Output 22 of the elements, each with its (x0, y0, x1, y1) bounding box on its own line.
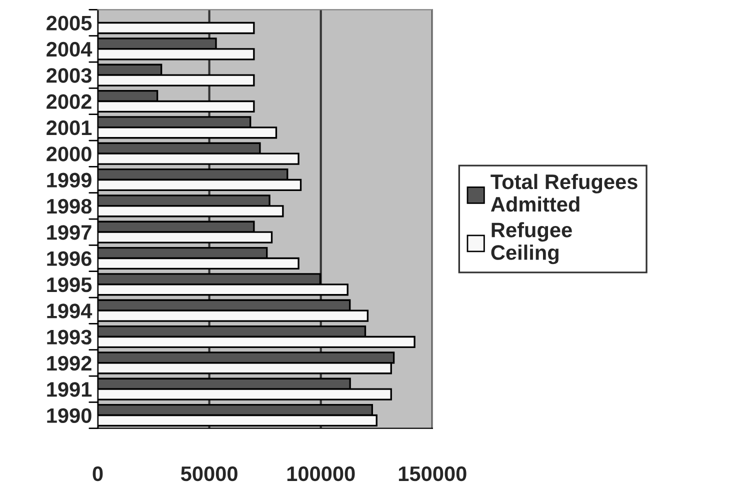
y-tick-label: 1992 (47, 356, 92, 371)
y-tick-label: 1996 (47, 251, 92, 266)
y-tick-label: 2002 (46, 94, 92, 110)
legend-label: Total Refugees Admitted (490, 174, 638, 212)
y-tick-label: 1990 (47, 408, 92, 424)
y-tick-label: 1991 (47, 382, 92, 397)
y-tick-label: 2004 (46, 42, 92, 57)
y-tick-label: 1994 (47, 304, 92, 318)
legend-label: Refugee Ceiling (491, 222, 572, 264)
y-tick-label: 1995 (47, 277, 92, 292)
y-tick-label: 2000 (46, 146, 92, 162)
x-tick-label: 100000 (287, 466, 355, 482)
x-tick-label: 150000 (398, 466, 466, 482)
y-tick-label: 1997 (47, 225, 92, 240)
x-tick-label: 50000 (180, 466, 238, 482)
y-tick-label: 1993 (47, 330, 92, 345)
y-tick-label: 2005 (46, 16, 92, 31)
y-tick-label: 1999 (47, 172, 92, 188)
y-tick-label: 1998 (47, 198, 92, 214)
y-tick-label: 2003 (46, 68, 92, 83)
x-tick-label: 0 (92, 466, 103, 482)
y-tick-label: 2001 (46, 120, 92, 136)
